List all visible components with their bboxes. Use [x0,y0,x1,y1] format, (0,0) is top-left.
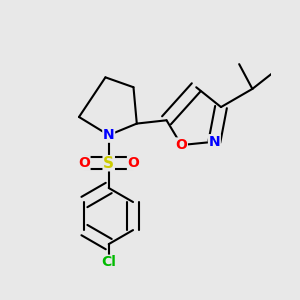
Text: O: O [128,156,140,170]
Text: Cl: Cl [101,255,116,269]
Text: O: O [78,156,90,170]
Text: O: O [176,138,187,152]
Text: N: N [103,128,115,142]
Text: S: S [103,156,114,171]
Text: N: N [208,135,220,149]
